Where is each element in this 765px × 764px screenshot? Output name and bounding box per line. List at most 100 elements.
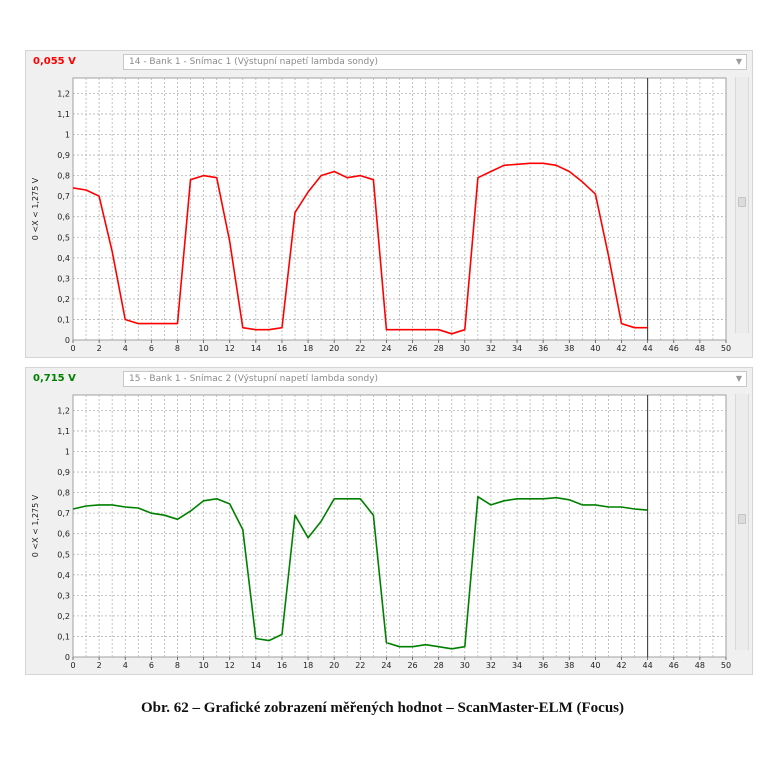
chevron-down-icon[interactable]: ▼ [735,374,742,383]
x-tick-label: 48 [695,344,705,353]
x-tick-label: 28 [434,661,444,670]
y-tick-label: 0,9 [57,151,70,160]
y-tick-label: 0,8 [57,172,70,181]
x-tick-label: 30 [460,661,470,670]
panel-header: 0,715 V 15 - Bank 1 - Snímac 2 (Výstupní… [26,368,752,390]
x-tick-label: 10 [199,661,209,670]
x-tick-label: 10 [199,344,209,353]
x-tick-label: 18 [303,344,313,353]
x-tick-label: 6 [149,661,154,670]
scrollbar-thumb[interactable] [738,514,746,524]
x-tick-label: 2 [97,344,102,353]
y-tick-label: 0,3 [57,591,70,600]
x-tick-label: 4 [123,661,128,670]
series-line [72,162,648,335]
y-tick-label: 0,9 [57,468,70,477]
y-tick-label: 0,3 [57,274,70,283]
line-chart-1: 0 2 4 6 8 10 12 14 16 18 20 22 24 26 28 30 32 34 36 38 40 42 4… [31,77,731,353]
chevron-down-icon[interactable]: ▼ [735,57,742,66]
plot-area [72,394,727,658]
current-value-label: 0,715 V [33,373,76,384]
x-tick-label: 42 [616,344,626,353]
y-tick-label: 0,7 [57,509,70,518]
x-tick-label: 22 [355,661,365,670]
x-tick-label: 28 [434,344,444,353]
x-tick-label: 32 [486,344,496,353]
x-tick-label: 44 [643,344,653,353]
x-tick-label: 16 [277,344,287,353]
x-tick-label: 24 [381,344,391,353]
x-tick-label: 22 [355,344,365,353]
sensor-select[interactable]: 14 - Bank 1 - Snímac 1 (Výstupní napetí … [123,54,747,70]
x-tick-label: 8 [175,661,180,670]
x-tick-label: 30 [460,344,470,353]
scrollbar-thumb[interactable] [738,197,746,207]
vertical-scrollbar[interactable] [735,77,749,333]
x-tick-label: 44 [643,661,653,670]
x-tick-label: 40 [590,344,600,353]
x-tick-label: 42 [616,661,626,670]
sensor-select[interactable]: 15 - Bank 1 - Snímac 2 (Výstupní napetí … [123,371,747,387]
y-tick-label: 0,2 [57,612,70,621]
y-tick-label: 0,5 [57,550,70,559]
x-tick-label: 50 [721,661,731,670]
y-tick-label: 1,2 [57,89,70,98]
x-tick-label: 12 [225,344,235,353]
x-tick-label: 38 [564,661,574,670]
gridlines [73,395,726,657]
y-tick-label: 0,1 [57,315,70,324]
x-tick-label: 38 [564,344,574,353]
x-tick-label: 46 [669,344,679,353]
x-tick-label: 26 [407,661,417,670]
x-tick-label: 18 [303,661,313,670]
y-tick-label: 0 [65,653,70,662]
vertical-scrollbar[interactable] [735,394,749,650]
x-tick-label: 0 [70,344,75,353]
x-tick-label: 2 [97,661,102,670]
x-tick-label: 34 [512,661,522,670]
current-value-label: 0,055 V [33,56,76,67]
panel-header: 0,055 V 14 - Bank 1 - Snímac 1 (Výstupní… [26,51,752,73]
chart-panel-2: 0,715 V 15 - Bank 1 - Snímac 2 (Výstupní… [25,367,753,675]
y-tick-label: 0,1 [57,632,70,641]
x-tick-label: 34 [512,344,522,353]
x-tick-label: 50 [721,344,731,353]
x-tick-label: 36 [538,661,548,670]
x-tick-label: 36 [538,344,548,353]
x-tick-label: 40 [590,661,600,670]
y-tick-label: 0 [65,336,70,345]
x-tick-label: 46 [669,661,679,670]
y-axis-label: 0 <X < 1,275 V [31,494,40,557]
x-tick-label: 24 [381,661,391,670]
y-tick-label: 0,6 [57,213,70,222]
plot-area [72,77,727,341]
y-tick-label: 1 [65,448,70,457]
x-tick-label: 16 [277,661,287,670]
line-chart-2: 0 2 4 6 8 10 12 14 16 18 20 22 24 26 28 30 32 34 36 38 40 42 4… [31,394,731,670]
y-tick-label: 0,4 [57,254,70,263]
y-tick-label: 0,7 [57,192,70,201]
y-tick-label: 1,1 [57,110,70,119]
x-tick-label: 12 [225,661,235,670]
y-tick-label: 1,2 [57,406,70,415]
x-tick-label: 48 [695,661,705,670]
x-tick-label: 32 [486,661,496,670]
y-axis-label: 0 <X < 1,275 V [31,177,40,240]
y-tick-label: 1,1 [57,427,70,436]
chart-panel-1: 0,055 V 14 - Bank 1 - Snímac 1 (Výstupní… [25,50,753,358]
figure-caption: Obr. 62 – Grafické zobrazení měřených ho… [141,700,624,716]
x-tick-label: 14 [251,344,261,353]
x-tick-label: 20 [329,661,339,670]
y-tick-label: 0,5 [57,233,70,242]
x-tick-label: 14 [251,661,261,670]
y-tick-label: 0,8 [57,489,70,498]
x-tick-label: 20 [329,344,339,353]
x-tick-label: 8 [175,344,180,353]
y-tick-label: 1 [65,131,70,140]
x-tick-label: 6 [149,344,154,353]
sensor-select-value: 15 - Bank 1 - Snímac 2 (Výstupní napetí … [129,374,379,384]
x-tick-label: 26 [407,344,417,353]
x-tick-label: 4 [123,344,128,353]
series-line [72,495,648,650]
y-tick-label: 0,2 [57,295,70,304]
